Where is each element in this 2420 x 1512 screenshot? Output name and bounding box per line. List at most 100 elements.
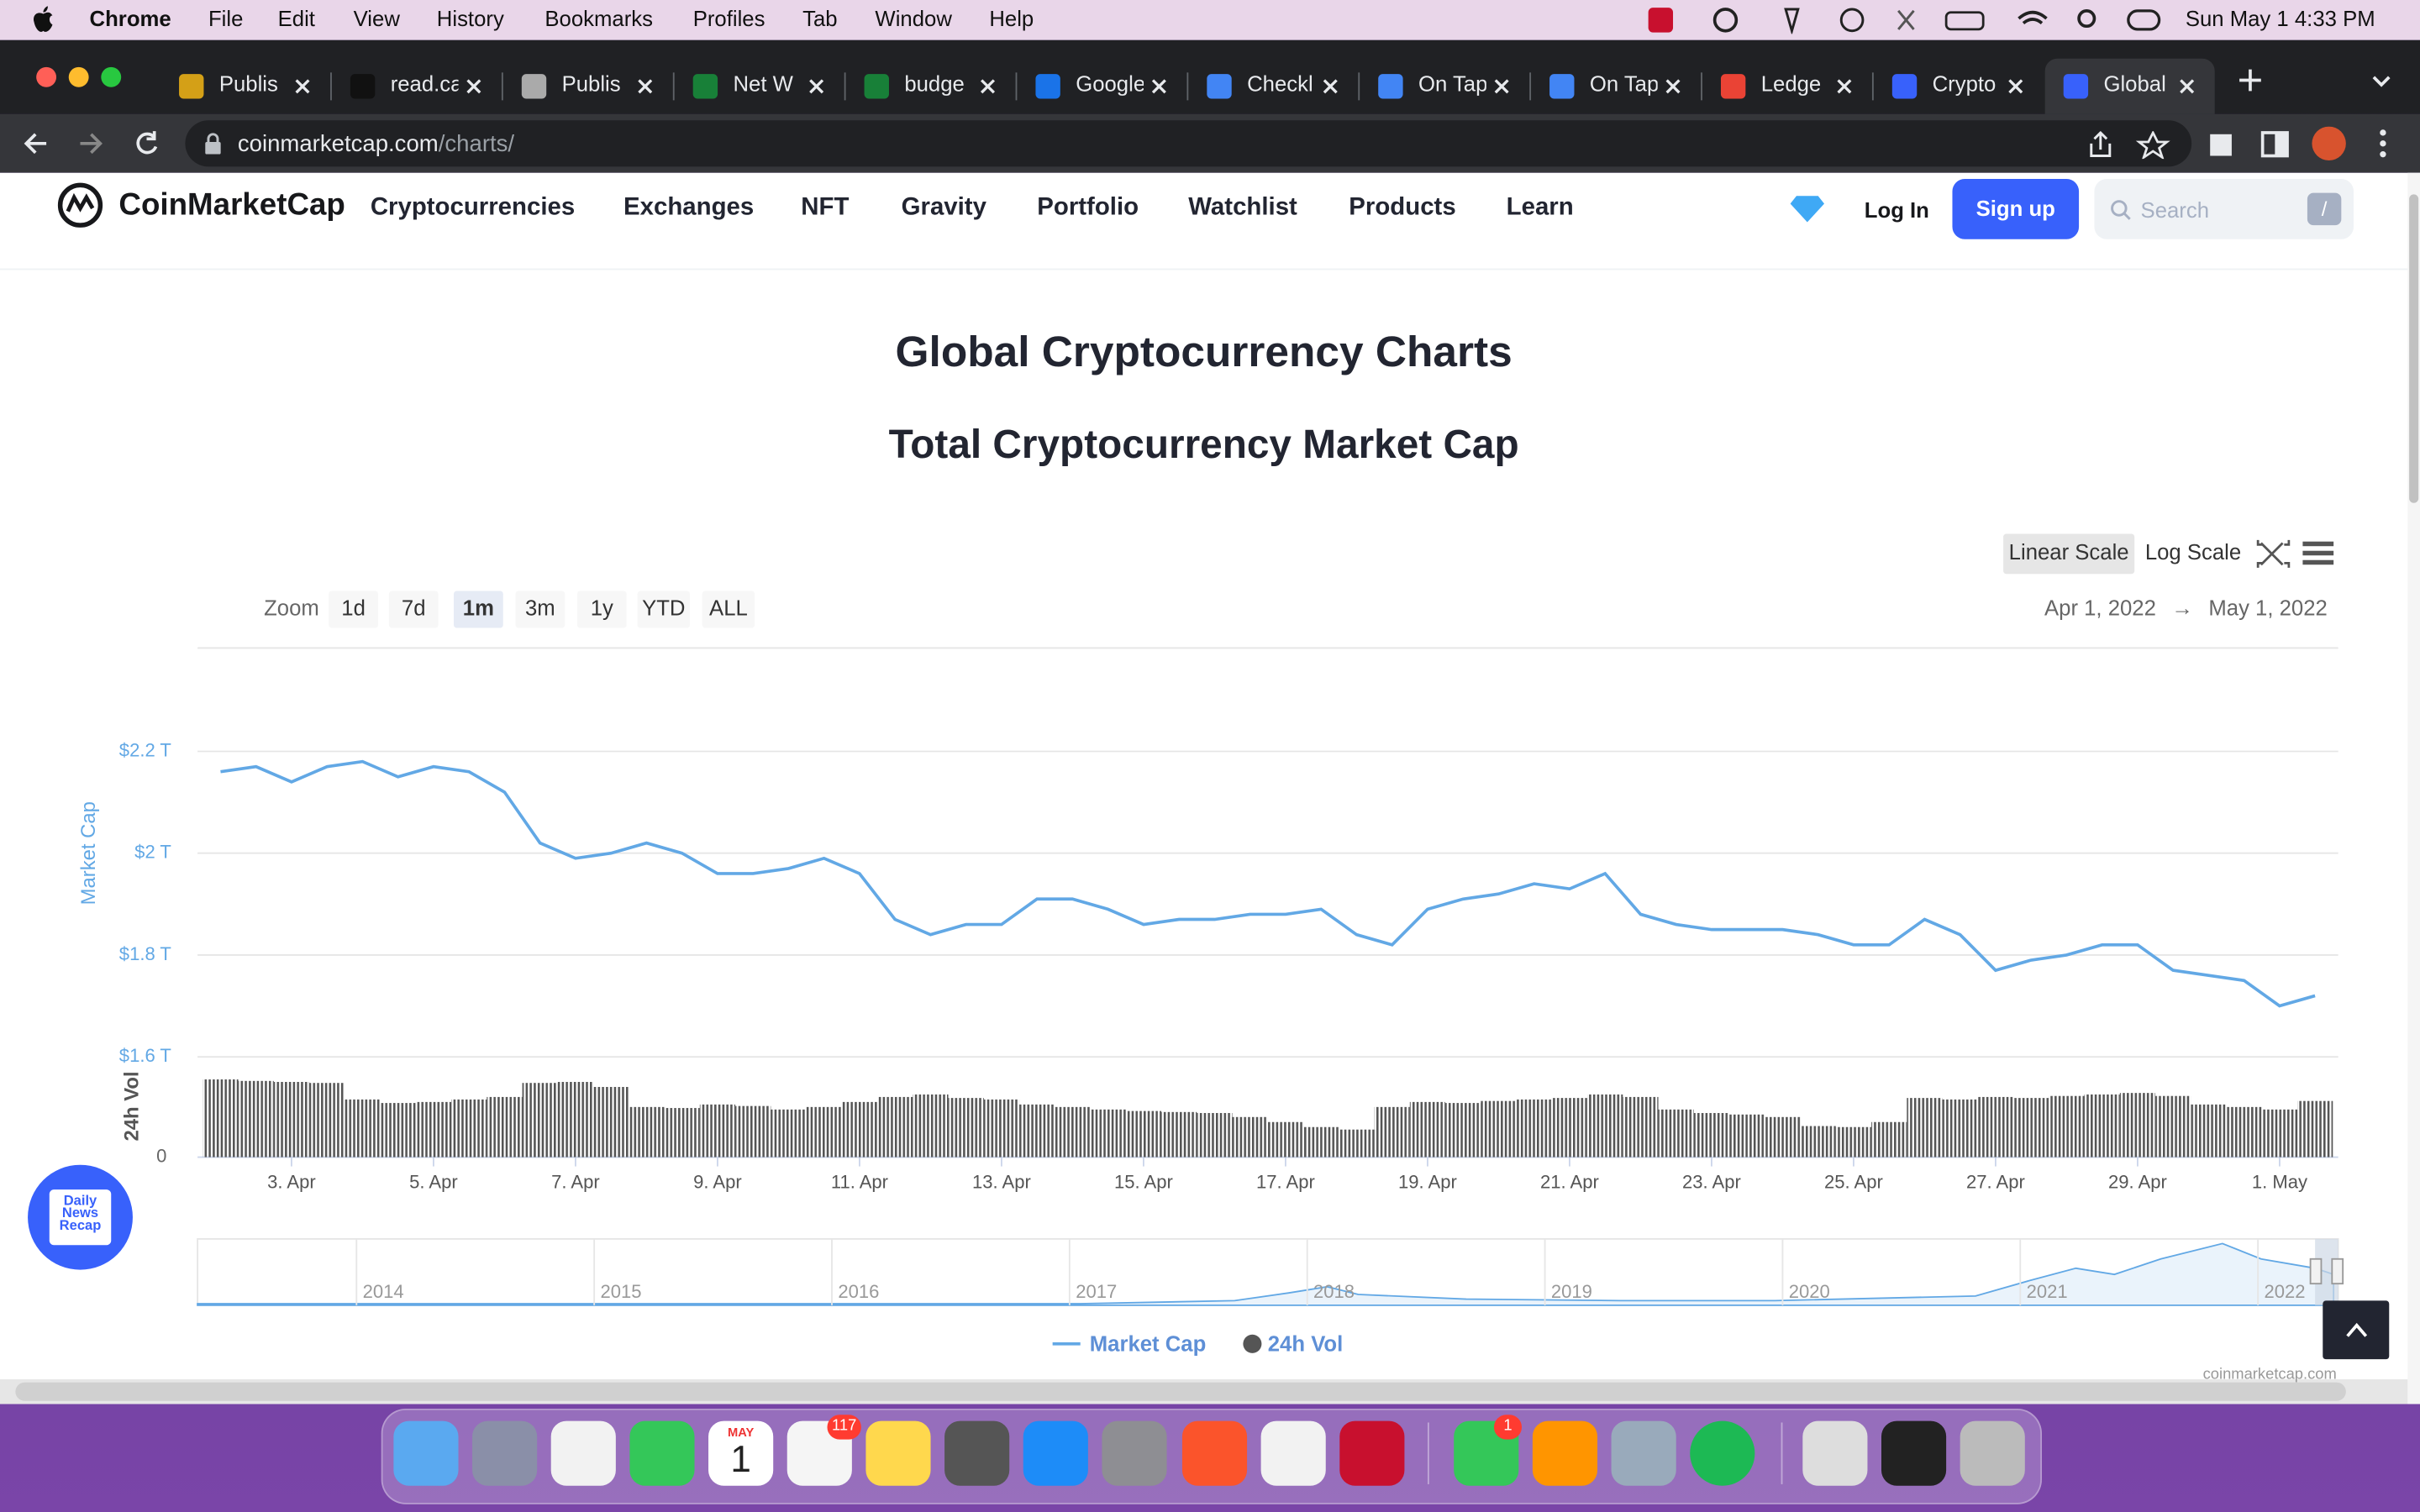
tab-close[interactable] xyxy=(978,76,997,94)
dock-icon[interactable] xyxy=(1260,1420,1326,1486)
navigator-handle[interactable] xyxy=(2309,1257,2323,1285)
zoom-button[interactable] xyxy=(637,591,691,628)
dock-icon[interactable] xyxy=(1102,1420,1167,1486)
extension-icons[interactable] xyxy=(2207,126,2408,164)
dock-icon[interactable] xyxy=(1802,1420,1868,1486)
tab-close[interactable] xyxy=(1321,76,1339,94)
app-name[interactable]: Chrome xyxy=(89,6,171,31)
tab-search[interactable] xyxy=(2370,74,2392,89)
login-link[interactable]: Log In xyxy=(1864,197,1929,223)
chart-menu-icons[interactable] xyxy=(2256,539,2334,568)
tab-close[interactable] xyxy=(636,76,655,94)
nav-item[interactable]: Gravity xyxy=(901,194,986,221)
h-scrollbar-thumb[interactable] xyxy=(15,1382,2346,1401)
dock-icon[interactable] xyxy=(472,1420,538,1486)
window-controls[interactable] xyxy=(31,65,130,89)
tab[interactable]: Crypto xyxy=(1874,59,2044,114)
dock-icon[interactable] xyxy=(1690,1420,1755,1486)
dock-icon[interactable] xyxy=(1339,1420,1405,1486)
site-logo-mark[interactable] xyxy=(55,181,105,230)
tab[interactable]: read.ca xyxy=(332,59,503,114)
close-icon xyxy=(1837,79,1852,94)
nav-item[interactable]: Portfolio xyxy=(1037,194,1139,221)
tab[interactable]: Ledge xyxy=(1702,59,1874,114)
zoom-button[interactable] xyxy=(329,591,379,628)
tab-close[interactable] xyxy=(1664,76,1682,94)
menu-item[interactable]: Window xyxy=(875,6,952,31)
dock-icon[interactable] xyxy=(865,1420,931,1486)
scale-button[interactable] xyxy=(2003,533,2135,575)
tab-close[interactable] xyxy=(808,76,826,94)
tab[interactable]: Checkl xyxy=(1188,59,1360,114)
signup-button[interactable]: Sign up xyxy=(1952,179,2080,239)
tab-title: Global xyxy=(2103,71,2166,96)
menu-item[interactable]: Bookmarks xyxy=(544,6,653,31)
scroll-top-button[interactable] xyxy=(2323,1300,2390,1360)
legend-label[interactable]: Market Cap xyxy=(1090,1332,1207,1356)
volume-bar xyxy=(1125,1110,1162,1158)
legend-label[interactable]: 24h Vol xyxy=(1268,1332,1344,1356)
tab[interactable]: Google xyxy=(1017,59,1189,114)
nav-item[interactable]: Products xyxy=(1349,194,1456,221)
nav-item[interactable]: Watchlist xyxy=(1188,194,1297,221)
zoom-button[interactable] xyxy=(388,591,439,628)
tab[interactable]: On Tap xyxy=(1360,59,1532,114)
navigator-handle[interactable] xyxy=(2331,1257,2344,1285)
site-logo[interactable]: CoinMarketCap xyxy=(118,188,345,223)
status-icons xyxy=(1648,8,2161,34)
tab-close[interactable] xyxy=(2178,76,2196,94)
dock-icon[interactable] xyxy=(1960,1420,2025,1486)
zoom-button[interactable] xyxy=(576,591,627,628)
dock-icon[interactable] xyxy=(393,1420,459,1486)
tab-close[interactable] xyxy=(1150,76,1168,94)
zoom-button[interactable] xyxy=(515,591,566,628)
nav-item[interactable]: Cryptocurrencies xyxy=(370,194,576,221)
news-widget[interactable]: Daily News Recap xyxy=(28,1164,133,1270)
tab[interactable]: Publis xyxy=(503,59,675,114)
nav-item[interactable]: Learn xyxy=(1506,194,1574,221)
tab[interactable]: On Tap xyxy=(1531,59,1702,114)
tab-close[interactable] xyxy=(465,76,483,94)
tab[interactable]: Global xyxy=(2044,58,2215,114)
close-icon xyxy=(2180,79,2195,94)
dock-icon[interactable] xyxy=(550,1420,616,1486)
diamond-icon[interactable] xyxy=(1790,194,1825,223)
new-tab-button[interactable] xyxy=(2238,68,2262,92)
zoom-button[interactable] xyxy=(702,591,755,628)
dock-icon[interactable] xyxy=(1023,1420,1088,1486)
nav-item[interactable]: NFT xyxy=(801,194,850,221)
menu-item[interactable]: File xyxy=(208,6,244,31)
tab-separator xyxy=(1358,72,1360,101)
close-icon xyxy=(295,79,310,94)
tab[interactable]: Publis xyxy=(160,59,332,114)
nav-item[interactable]: Exchanges xyxy=(623,194,755,221)
omnibox[interactable]: coinmarketcap.com/charts/ xyxy=(185,120,2192,167)
dock-icon[interactable] xyxy=(629,1420,695,1486)
dock-icon[interactable]: MAY 1 xyxy=(708,1420,774,1486)
y-tick-label: $2 T xyxy=(134,842,171,863)
menu-item[interactable]: Profiles xyxy=(692,6,765,31)
menu-item[interactable]: Tab xyxy=(802,6,838,31)
tab-close[interactable] xyxy=(293,76,312,94)
menu-item[interactable]: View xyxy=(353,6,400,31)
scale-button[interactable] xyxy=(2140,533,2246,575)
tab-close[interactable] xyxy=(1835,76,1854,94)
search-box[interactable]: Search / xyxy=(2094,179,2354,239)
dock-icon[interactable] xyxy=(1532,1420,1598,1486)
menu-item[interactable]: Edit xyxy=(277,6,315,31)
scrollbar-thumb[interactable] xyxy=(2409,194,2419,503)
dock-icon[interactable] xyxy=(1881,1420,1947,1486)
dock-icon[interactable] xyxy=(944,1420,1010,1486)
zoom-button[interactable] xyxy=(454,591,503,628)
tab-title: Crypto xyxy=(1932,71,1996,96)
tab[interactable]: Net W xyxy=(675,59,846,114)
volume-bar xyxy=(1693,1113,1730,1158)
menu-item[interactable]: History xyxy=(436,6,504,31)
tab[interactable]: budge xyxy=(846,59,1018,114)
tab-close[interactable] xyxy=(1492,76,1511,94)
menu-item[interactable]: Help xyxy=(989,6,1034,31)
nav-buttons[interactable] xyxy=(22,129,176,157)
tab-close[interactable] xyxy=(2007,76,2025,94)
dock-icon[interactable] xyxy=(1611,1420,1676,1486)
dock-icon[interactable] xyxy=(1181,1420,1248,1486)
